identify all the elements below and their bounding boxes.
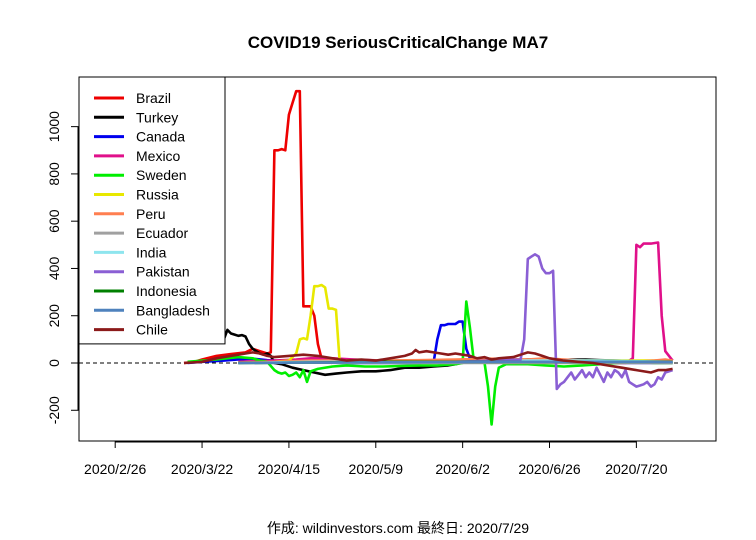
- legend-label: Brazil: [136, 90, 171, 106]
- legend-box: [78, 76, 226, 345]
- series-line-canada: [187, 320, 673, 365]
- series-line-brazil: [183, 89, 333, 365]
- y-tick-label: 600: [46, 209, 62, 233]
- y-tick-label: 200: [46, 304, 62, 328]
- legend: Brazil Turkey Canada Mexico Sweden Russia Peru…: [78, 76, 226, 345]
- legend-label: Russia: [136, 187, 179, 203]
- legend-label: Chile: [136, 322, 168, 338]
- legend-label: Bangladesh: [136, 302, 210, 318]
- legend-label: Turkey: [136, 109, 178, 125]
- chart-title: COVID19 SeriousCriticalChange MA7: [248, 33, 548, 52]
- legend-label: India: [136, 244, 167, 260]
- x-tick-label: 2020/5/9: [349, 461, 404, 477]
- y-tick-label: 1000: [46, 111, 62, 142]
- legend-label: Ecuador: [136, 225, 188, 241]
- y-tick-label: 400: [46, 257, 62, 281]
- x-tick-label: 2020/6/2: [435, 461, 490, 477]
- legend-label: Indonesia: [136, 283, 197, 299]
- x-tick-label: 2020/6/26: [518, 461, 580, 477]
- legend-label: Canada: [136, 129, 185, 145]
- legend-label: Mexico: [136, 148, 181, 164]
- y-tick-label: 0: [46, 359, 62, 367]
- y-tick-label: -200: [46, 396, 62, 424]
- legend-label: Sweden: [136, 167, 187, 183]
- legend-label: Pakistan: [136, 264, 190, 280]
- series-line-chile: [183, 348, 673, 374]
- x-tick-label: 2020/4/15: [258, 461, 320, 477]
- y-axis: -200 0 200 400 600 800 1000: [46, 111, 79, 424]
- x-tick-label: 2020/7/20: [605, 461, 667, 477]
- series-line-bangladesh: [238, 360, 673, 365]
- x-tick-label: 2020/3/22: [171, 461, 233, 477]
- series-line-sweden: [187, 300, 673, 426]
- series-line-turkey: [222, 328, 673, 377]
- plot-area: [78, 76, 717, 442]
- x-axis: 2020/2/26 2020/3/22 2020/4/15 2020/5/9 2020/…: [84, 441, 668, 477]
- footer-credit: 作成: wildinvestors.com 最終日: 2020/7/29: [267, 520, 529, 536]
- series-lines: [183, 89, 674, 426]
- x-tick-label: 2020/2/26: [84, 461, 146, 477]
- series-line-pakistan: [455, 253, 674, 391]
- y-tick-label: 800: [46, 162, 62, 186]
- legend-label: Peru: [136, 206, 166, 222]
